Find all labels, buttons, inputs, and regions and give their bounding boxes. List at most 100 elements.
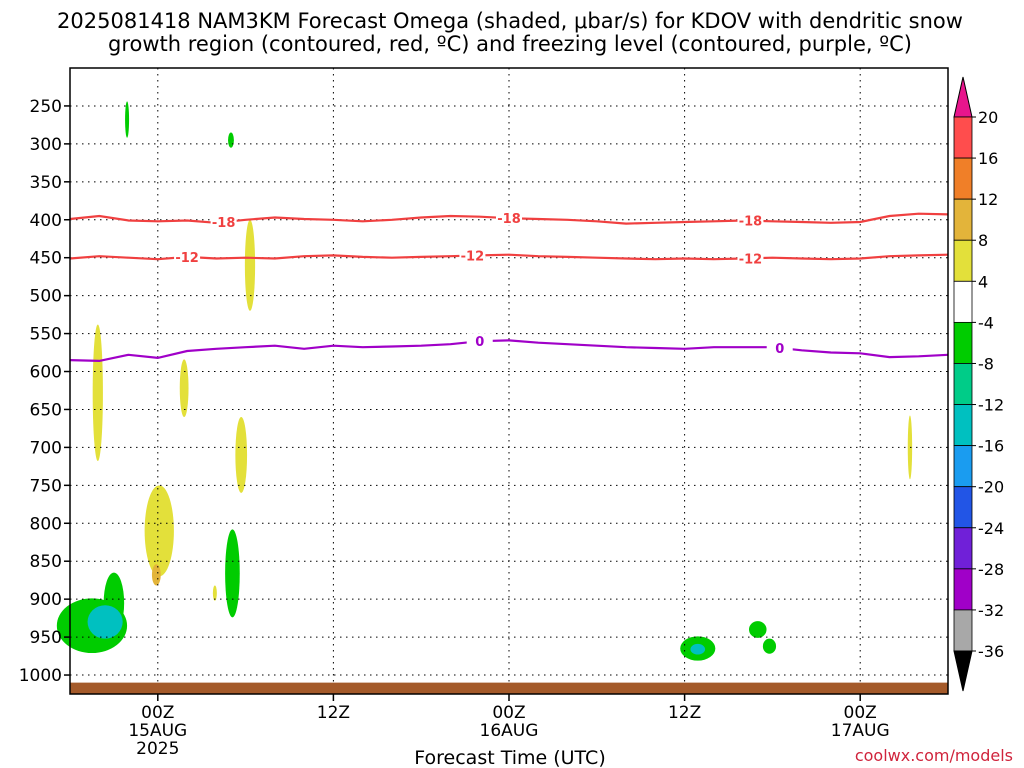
omega-region-1 — [228, 132, 234, 148]
y-axis-pressure: 250 300 350 400 450 500 550 600 650 700 750 800 850 9… — [19, 97, 70, 686]
colorbar-label-6: -8 — [978, 354, 994, 373]
contour-label-bg-0-2 — [737, 212, 764, 228]
x-tick-date-30: 16AUG — [480, 721, 539, 741]
colorbar-bin-12 — [953, 609, 973, 652]
omega-region-10 — [225, 529, 240, 618]
colorbar-label-2: 12 — [978, 190, 998, 209]
colorbar-bin-10 — [953, 527, 973, 570]
colorbar-bin-6 — [953, 363, 973, 405]
contour-label-1-0: -12 — [175, 251, 199, 266]
colorbar-label-4: 4 — [978, 272, 988, 291]
contour-label-0-1: -18 — [497, 212, 521, 227]
colorbar-label-5: -4 — [978, 313, 994, 332]
x-tick-label-54: 00Z — [844, 703, 877, 723]
contour-0 — [69, 339, 949, 363]
colorbar-bin-9 — [953, 486, 973, 529]
y-tick-label-950: 950 — [30, 628, 62, 648]
omega-region-6 — [144, 485, 174, 577]
omega-region-0 — [125, 101, 130, 138]
colorbar-label-7: -12 — [978, 396, 1004, 415]
colorbar-bin-3 — [953, 239, 973, 282]
colorbar-bottom-arrow — [953, 650, 973, 692]
contour-label-0-0: -18 — [212, 216, 236, 231]
contour-label-bg-0-1 — [496, 210, 522, 226]
colorbar-label-13: -36 — [978, 642, 1004, 661]
y-tick-label-500: 500 — [30, 287, 62, 307]
contour-label-bg-0-0 — [210, 214, 237, 230]
grid-lines — [70, 68, 948, 694]
colorbar-bin-0 — [953, 116, 973, 159]
contour-label-bg-1-0 — [174, 248, 201, 264]
contour-label-bg-2-0 — [466, 333, 493, 349]
contour-label-0-2: -18 — [739, 215, 763, 230]
omega-region-8 — [212, 585, 217, 601]
omega-region-5 — [235, 417, 248, 493]
x-tick-label-30: 00Z — [492, 703, 525, 723]
colorbar-label-8: -16 — [978, 437, 1004, 456]
x-tick-date-6: 15AUG — [128, 721, 187, 741]
title-line-2: growth region (contoured, red, ºC) and f… — [108, 32, 912, 56]
omega-region-16 — [748, 621, 767, 638]
y-tick-label-350: 350 — [30, 173, 62, 193]
contour-label-1-2: -12 — [739, 252, 763, 267]
x-tick-label-42: 12Z — [668, 703, 701, 723]
colorbar-bin-8 — [953, 445, 973, 488]
colorbar-label-11: -28 — [978, 560, 1004, 579]
colorbar-label-1: 16 — [978, 149, 998, 168]
contour-m12 — [69, 253, 949, 261]
y-tick-label-450: 450 — [30, 249, 62, 269]
omega-region-17 — [762, 638, 777, 654]
y-tick-label-850: 850 — [30, 552, 62, 572]
contour-label-2-0: 0 — [475, 335, 484, 350]
contour-label-bg-2-1 — [766, 339, 793, 355]
colorbar-label-10: -24 — [978, 519, 1004, 538]
colorbar-bin-4 — [953, 280, 973, 323]
contour-label-bg-1-2 — [737, 250, 764, 266]
y-tick-label-900: 900 — [30, 590, 62, 610]
omega-region-9 — [907, 415, 913, 480]
colorbar-label-0: 20 — [978, 108, 998, 127]
contour-label-bg-1-1 — [459, 247, 486, 263]
x-tick-label-6: 00Z — [141, 703, 174, 723]
colorbar-label-12: -32 — [978, 601, 1004, 620]
y-tick-label-550: 550 — [30, 325, 62, 345]
x-tick-year-6: 2025 — [136, 739, 179, 759]
colorbar-bin-1 — [953, 157, 973, 200]
y-tick-label-750: 750 — [30, 476, 62, 496]
x-axis-label: Forecast Time (UTC) — [414, 747, 605, 768]
title-line-1: 2025081418 NAM3KM Forecast Omega (shaded… — [57, 9, 963, 33]
y-tick-label-400: 400 — [30, 211, 62, 231]
y-tick-label-250: 250 — [30, 97, 62, 117]
colorbar: 20 16 12 8 4 -4 -8 -12 -16 -20 -24 -28 -32 -36 — [953, 76, 1004, 692]
ground-fill — [70, 682, 948, 694]
temperature-contours: -18 -18 -18 -12 -12 -12 0 0 — [69, 210, 949, 363]
colorbar-top-arrow — [953, 76, 973, 118]
credit-link[interactable]: coolwx.com/models — [855, 746, 1013, 765]
colorbar-bin-5 — [953, 321, 973, 364]
y-tick-label-600: 600 — [30, 363, 62, 383]
colorbar-bin-11 — [953, 568, 973, 611]
y-tick-label-800: 800 — [30, 514, 62, 534]
contour-label-1-1: -12 — [461, 250, 485, 265]
y-tick-label-650: 650 — [30, 400, 62, 420]
y-tick-label-300: 300 — [30, 135, 62, 155]
omega-region-7 — [151, 564, 161, 586]
x-tick-date-54: 17AUG — [831, 721, 890, 741]
colorbar-bin-2 — [953, 198, 973, 241]
colorbar-label-9: -20 — [978, 478, 1004, 497]
contour-label-2-1: 0 — [775, 342, 784, 357]
omega-region-15 — [690, 643, 706, 655]
colorbar-bin-7 — [953, 404, 973, 447]
omega-region-13 — [87, 605, 123, 639]
y-tick-label-700: 700 — [30, 438, 62, 458]
chart-title: 2025081418 NAM3KM Forecast Omega (shaded… — [57, 9, 963, 56]
colorbar-label-3: 8 — [978, 231, 988, 250]
x-tick-label-18: 12Z — [317, 703, 350, 723]
ground-band — [70, 682, 948, 694]
y-tick-label-1000: 1000 — [19, 666, 62, 686]
omega-shading — [56, 101, 913, 661]
omega-region-3 — [92, 324, 103, 462]
omega-region-4 — [179, 359, 189, 418]
